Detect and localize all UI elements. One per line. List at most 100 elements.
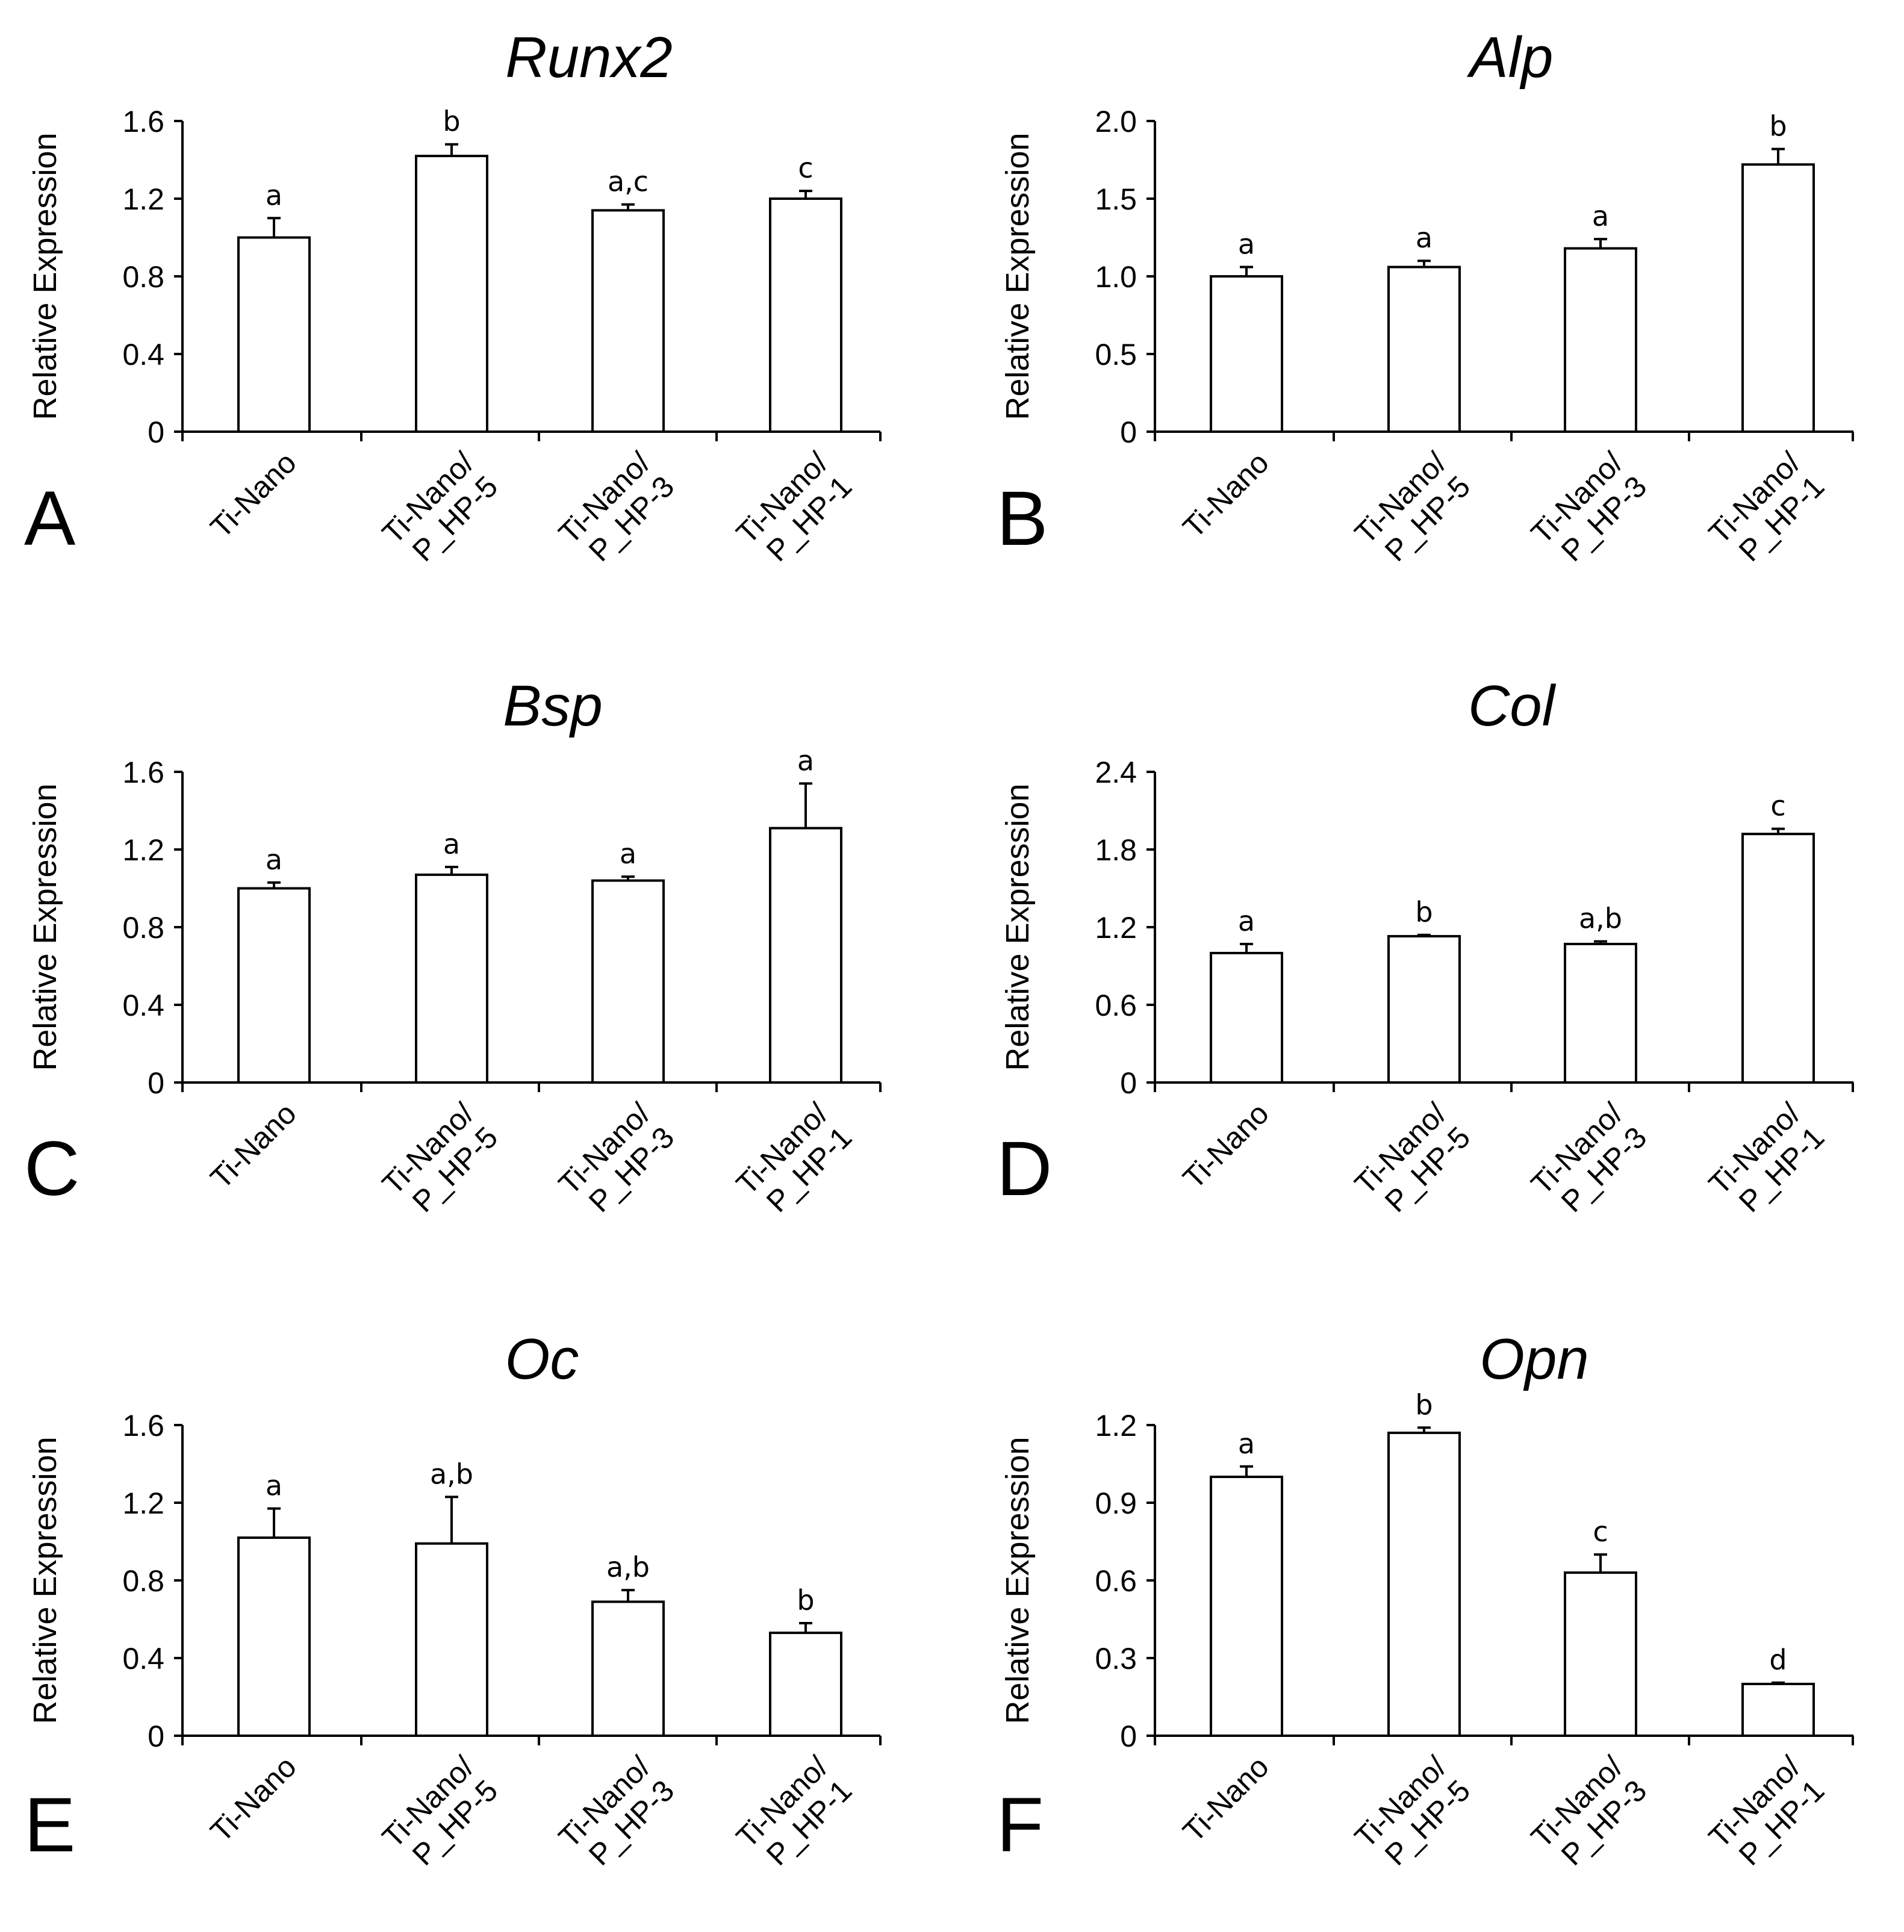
y-tick-label: 0 (148, 1719, 164, 1753)
significance-label: a (266, 179, 282, 211)
x-category-label: Ti-Nano/P_HP-3 (1525, 446, 1654, 574)
x-category-label-line: Ti-Nano (204, 1096, 303, 1195)
y-axis-label: Relative Expression (27, 132, 63, 420)
bar (591, 1600, 665, 1738)
x-category-label: Ti-Nano (204, 1096, 303, 1195)
x-category-label: Ti-Nano/P_HP-1 (730, 446, 859, 574)
y-tick-label: 1.6 (122, 105, 164, 138)
x-category-label: Ti-Nano/P_HP-5 (376, 446, 505, 574)
bar (1387, 266, 1461, 433)
y-tick-label: 1.2 (122, 833, 164, 867)
bar (769, 197, 842, 433)
y-axis-label: Relative Expression (1000, 783, 1036, 1070)
x-category-label: Ti-Nano/P_HP-5 (1348, 446, 1477, 574)
y-tick-label: 1.0 (1095, 260, 1137, 294)
significance-label: a (266, 1470, 282, 1502)
panel-letter: C (24, 1126, 79, 1212)
y-tick-label: 1.8 (1095, 833, 1137, 867)
bar (1387, 935, 1461, 1084)
x-category-label: Ti-Nano/P_HP-1 (1702, 1750, 1831, 1878)
y-tick-label: 0.8 (122, 260, 164, 294)
significance-label: a,b (430, 1458, 473, 1490)
y-tick-label: 0 (1120, 415, 1137, 449)
y-tick-label: 0.8 (122, 1564, 164, 1598)
bar (415, 1542, 488, 1738)
chart-title: Bsp (503, 674, 602, 738)
panel-letter: A (24, 476, 76, 562)
significance-label: b (797, 1584, 814, 1617)
x-category-label: Ti-Nano (1177, 1096, 1275, 1195)
bar (237, 887, 311, 1084)
chart-panel-d: Col D Relative Expression 0 0.6 1.2 1.8 2.4 a Ti-… (997, 674, 1854, 1225)
y-tick-label: 1.5 (1095, 182, 1137, 216)
bar (769, 1632, 842, 1737)
x-category-label: Ti-Nano/P_HP-5 (1348, 1096, 1477, 1225)
x-category-label: Ti-Nano/P_HP-5 (376, 1750, 505, 1878)
x-category-label: Ti-Nano/P_HP-3 (552, 1096, 681, 1225)
bar (237, 236, 311, 433)
y-tick-label: 2.0 (1095, 105, 1137, 138)
panel-letter: F (997, 1782, 1044, 1868)
y-axis-label: Relative Expression (27, 783, 63, 1070)
bar (415, 155, 488, 433)
y-tick-label: 0 (148, 415, 164, 449)
y-tick-label: 1.2 (122, 1486, 164, 1520)
y-tick-label: 1.6 (122, 756, 164, 789)
significance-label: b (1415, 896, 1433, 928)
bar (1210, 952, 1283, 1084)
x-category-label: Ti-Nano (204, 446, 303, 544)
x-category-label: Ti-Nano/P_HP-3 (552, 1750, 681, 1878)
y-tick-label: 0 (1120, 1066, 1137, 1100)
significance-label: a (1238, 1427, 1255, 1460)
y-tick-label: 0.6 (1095, 989, 1137, 1022)
x-category-label: Ti-Nano/P_HP-5 (376, 1096, 505, 1225)
significance-label: c (1770, 790, 1785, 822)
significance-label: a (1416, 222, 1433, 254)
significance-label: a (266, 843, 282, 876)
x-category-label: Ti-Nano/P_HP-1 (730, 1096, 859, 1225)
bar (415, 873, 488, 1084)
significance-label: b (1769, 110, 1787, 142)
bar (1564, 942, 1637, 1084)
x-category-label: Ti-Nano/P_HP-3 (552, 446, 681, 574)
bar (1741, 833, 1815, 1084)
x-category-label: Ti-Nano/P_HP-1 (730, 1750, 859, 1878)
x-category-label: Ti-Nano/P_HP-1 (1702, 1096, 1831, 1225)
x-category-label: Ti-Nano/P_HP-3 (1525, 1750, 1654, 1878)
significance-label: a,c (608, 166, 649, 198)
y-tick-label: 0.4 (122, 338, 164, 371)
significance-label: a (1238, 228, 1255, 261)
chart-title: Opn (1479, 1327, 1588, 1391)
bar (1564, 247, 1637, 433)
bar (1741, 163, 1815, 433)
y-tick-label: 0.9 (1095, 1486, 1137, 1520)
y-tick-label: 2.4 (1095, 756, 1137, 789)
panel-letter: B (997, 476, 1048, 562)
bar (1741, 1683, 1815, 1737)
panel-letter: E (24, 1782, 75, 1868)
significance-label: a,b (1579, 902, 1622, 935)
chart-panel-b: Alp B Relative Expression 0 0.5 1.0 1.5 2.0 a Ti-… (997, 25, 1854, 574)
significance-label: b (443, 105, 460, 138)
significance-label: a,b (606, 1551, 650, 1583)
chart-title: Runx2 (505, 25, 673, 90)
x-category-label-line: Ti-Nano (1177, 1096, 1275, 1195)
x-category-label: Ti-Nano/P_HP-5 (1348, 1750, 1477, 1878)
significance-label: a (443, 828, 460, 860)
y-axis-label: Relative Expression (1000, 1437, 1036, 1724)
y-tick-label: 0.4 (122, 989, 164, 1022)
x-category-label-line: Ti-Nano (1177, 1750, 1275, 1848)
chart-panel-c: Bsp C Relative Expression 0 0.4 0.8 1.2 1.6 a Ti-… (24, 674, 882, 1225)
x-category-label: Ti-Nano (1177, 1750, 1275, 1848)
significance-label: a (1592, 200, 1609, 232)
significance-label: c (1593, 1515, 1608, 1548)
x-category-label: Ti-Nano/P_HP-1 (1702, 446, 1831, 574)
y-tick-label: 1.2 (122, 182, 164, 216)
bar (237, 1536, 311, 1738)
y-tick-label: 0.3 (1095, 1642, 1137, 1676)
y-tick-label: 0.5 (1095, 338, 1137, 371)
x-category-label-line: Ti-Nano (1177, 446, 1275, 544)
chart-panel-f: Opn F Relative Expression 0 0.3 0.6 0.9 1.2 a Ti-… (997, 1327, 1854, 1878)
y-axis-label: Relative Expression (27, 1437, 63, 1724)
